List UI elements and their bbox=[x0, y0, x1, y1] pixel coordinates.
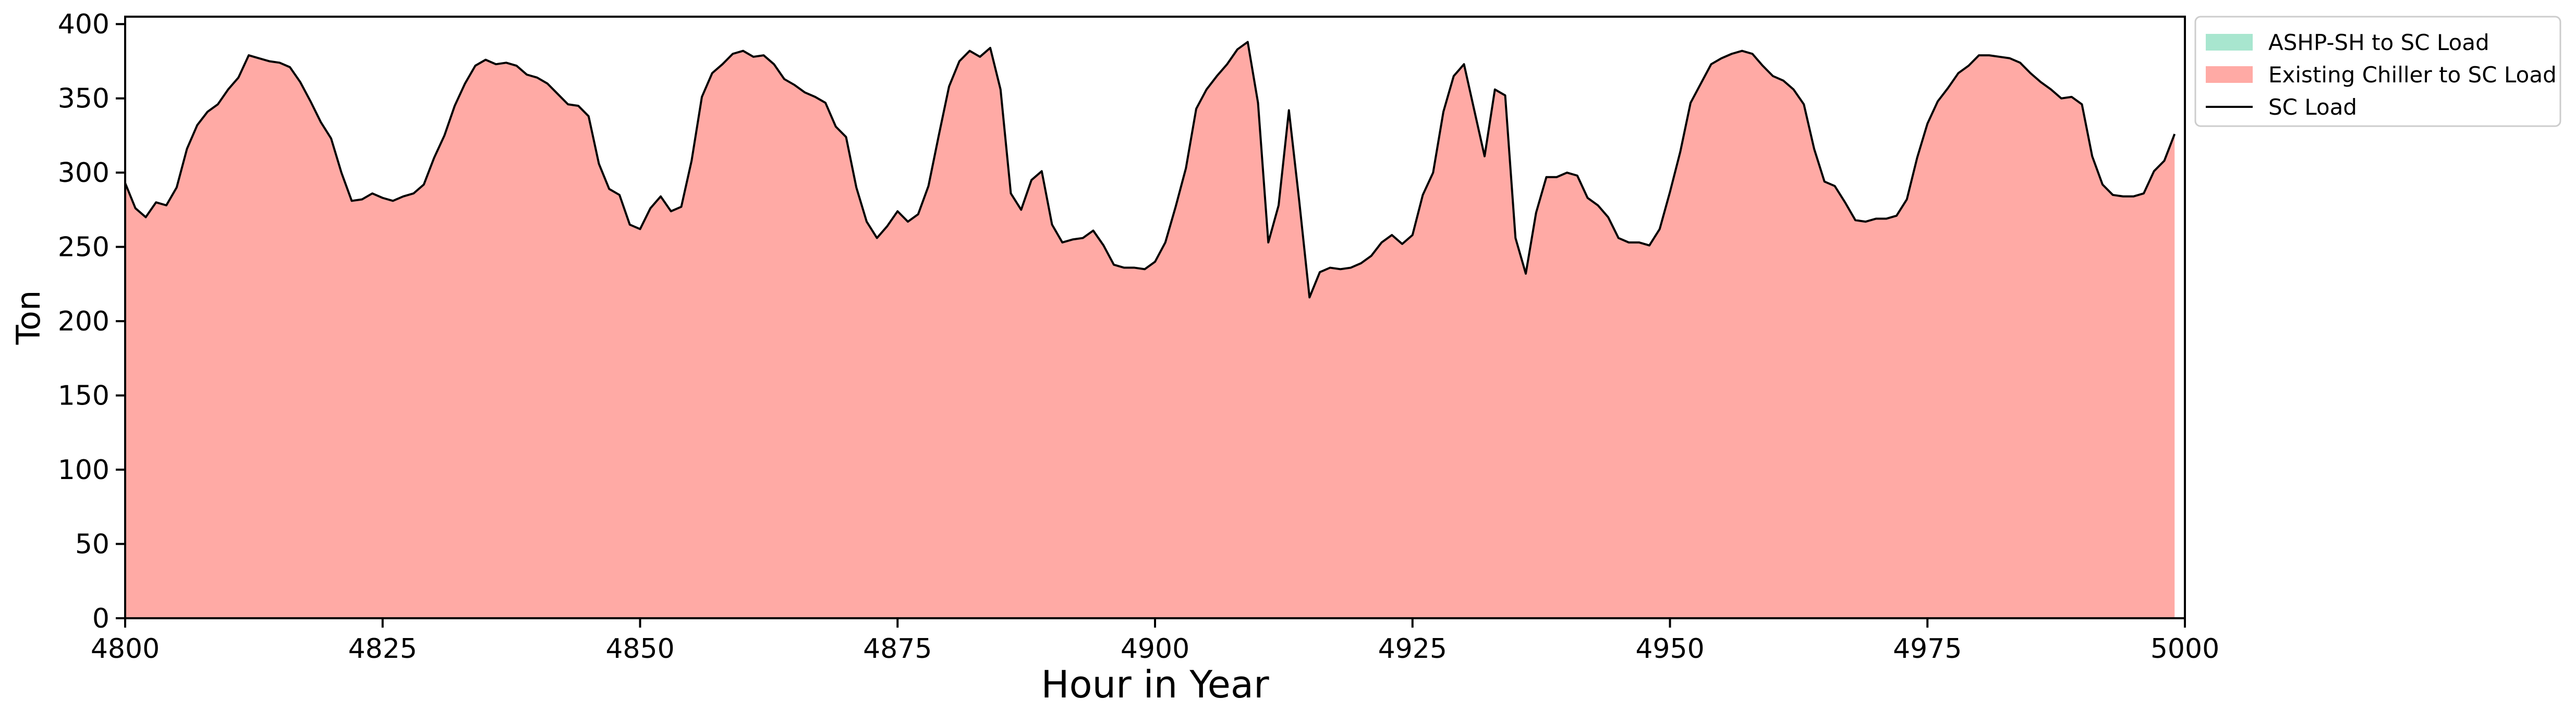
x-tick-label: 4925 bbox=[1378, 633, 1447, 665]
axis-ticks: 4800 4825 4850 4875 4900 4925 4950 4975 5000 0 50 1… bbox=[58, 9, 2219, 665]
line-series-sc-load bbox=[124, 41, 2176, 299]
legend-swatch-area bbox=[2206, 34, 2253, 51]
legend-label: SC Load bbox=[2268, 94, 2357, 120]
legend-frame bbox=[2194, 16, 2561, 127]
x-tick-label: 4950 bbox=[1635, 633, 1704, 665]
legend: ASHP-SH to SC Load Existing Chiller to SC… bbox=[2194, 16, 2561, 127]
x-tick-label: 4875 bbox=[863, 633, 932, 665]
y-tick-label: 300 bbox=[58, 157, 110, 189]
x-tick-label: 4825 bbox=[348, 633, 417, 665]
y-tick-label: 100 bbox=[58, 455, 110, 486]
y-tick-label: 200 bbox=[58, 306, 110, 337]
y-tick-label: 50 bbox=[75, 529, 110, 560]
x-axis-title: Hour in Year bbox=[1041, 663, 1269, 706]
y-tick-label: 150 bbox=[58, 381, 110, 412]
x-tick-label: 4800 bbox=[91, 633, 160, 665]
y-tick-label: 400 bbox=[58, 9, 110, 40]
area-series-1 bbox=[125, 42, 2175, 619]
y-tick-label: 0 bbox=[92, 603, 110, 634]
y-tick-label: 250 bbox=[58, 232, 110, 263]
x-tick-label: 4900 bbox=[1121, 633, 1189, 665]
y-axis-title: Ton bbox=[9, 290, 47, 346]
x-tick-label: 4850 bbox=[605, 633, 674, 665]
y-tick-label: 350 bbox=[58, 83, 110, 115]
x-tick-label: 5000 bbox=[2150, 633, 2219, 665]
legend-swatch-area bbox=[2206, 66, 2253, 83]
legend-label: Existing Chiller to SC Load bbox=[2268, 62, 2557, 88]
legend-label: ASHP-SH to SC Load bbox=[2268, 30, 2489, 55]
x-tick-label: 4975 bbox=[1893, 633, 1962, 665]
